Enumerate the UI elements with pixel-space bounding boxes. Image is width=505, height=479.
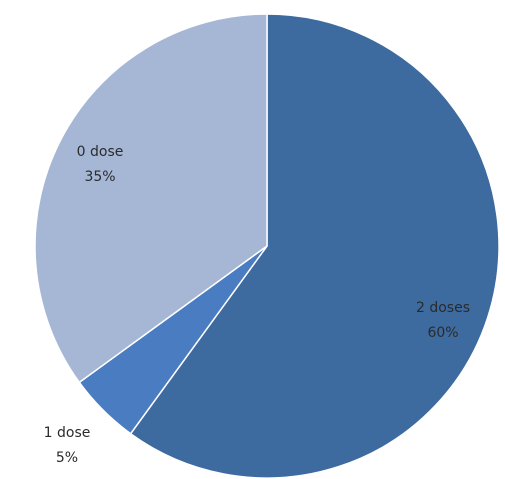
slice-category-label: 2 doses (416, 300, 470, 316)
slice-percent-label: 60% (427, 325, 458, 341)
pie-slices (34, 13, 500, 479)
slice-percent-label: 35% (84, 169, 115, 185)
slice-category-label: 1 dose (44, 425, 91, 441)
slice-category-label: 0 dose (77, 144, 124, 160)
pie-labels: 2 doses 60% 1 dose 5% 0 dose 35% (44, 144, 470, 466)
pie-slice-0-dose (34, 13, 268, 384)
pie-slice-2-doses (129, 13, 500, 479)
slice-percent-label: 5% (56, 450, 78, 466)
